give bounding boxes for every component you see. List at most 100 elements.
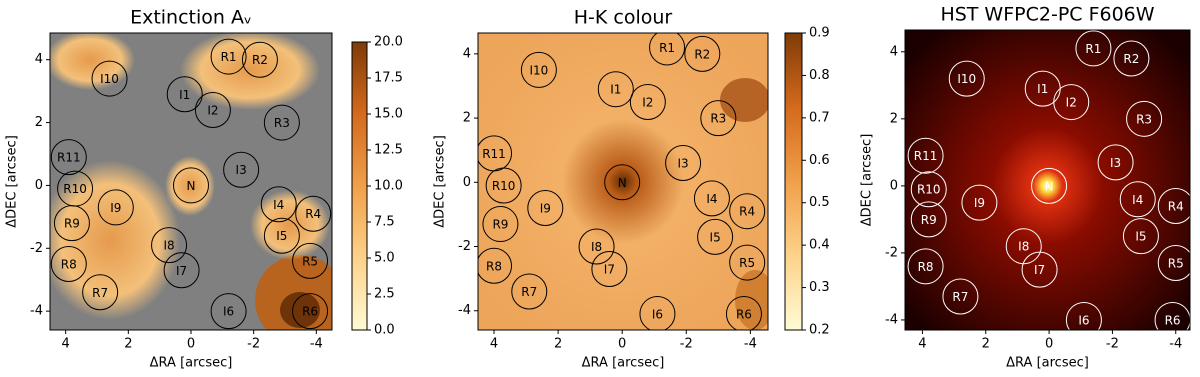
- image-feature: [250, 190, 330, 260]
- x-tick-label: 0: [187, 337, 195, 352]
- x-tick-label: -4: [1169, 337, 1182, 352]
- region-circle: [292, 242, 329, 279]
- chart-title: HST WFPC2-PC F606W: [940, 4, 1154, 26]
- region-label: I5: [276, 229, 287, 243]
- colorbar-tick-label: 0.6: [809, 153, 830, 168]
- region-label: R8: [486, 259, 502, 273]
- region-label: R7: [521, 285, 537, 299]
- region-label: R7: [952, 290, 968, 304]
- region-label: R1: [659, 41, 675, 55]
- region-circle: [693, 180, 730, 217]
- x-axis-label: ΔRA [arcsec]: [582, 356, 665, 371]
- image-feature: [50, 160, 180, 320]
- chart-title: Extinction Aᵥ: [130, 7, 252, 29]
- region-circle: [91, 60, 128, 97]
- colorbar-tick-label: 20.0: [374, 35, 403, 50]
- region-label: R7: [92, 286, 108, 300]
- region-label: R5: [1168, 256, 1184, 270]
- region-label: R9: [492, 218, 508, 232]
- region-circle: [1075, 30, 1112, 67]
- region-label: I9: [540, 201, 551, 215]
- region-circle: [260, 186, 297, 223]
- region-label: I1: [610, 83, 621, 97]
- y-axis-label: ΔDEC [arcsec]: [860, 134, 875, 227]
- colorbar: [351, 41, 368, 331]
- y-tick-label: 2: [890, 111, 898, 126]
- region-circle: [53, 205, 90, 242]
- y-tick-label: 4: [35, 52, 43, 67]
- colorbar-tick-label: 0.8: [809, 68, 830, 83]
- region-label: I9: [974, 196, 985, 210]
- region-circle: [639, 295, 676, 330]
- region-circle: [907, 137, 944, 174]
- x-tick-label: 4: [918, 337, 926, 352]
- region-circle: [578, 228, 615, 265]
- colorbar-tick-label: 2.5: [374, 287, 395, 302]
- region-circle: [241, 41, 278, 78]
- region-circle: [961, 184, 998, 221]
- region-label: R1: [221, 50, 237, 64]
- region-circle: [263, 104, 300, 141]
- region-label: R3: [1136, 112, 1152, 126]
- region-label: I10: [100, 72, 119, 86]
- image-background: [905, 30, 1190, 330]
- region-circle: [223, 151, 260, 188]
- region-label: R6: [1165, 313, 1181, 327]
- region-circle: [697, 218, 734, 255]
- region-circle: [665, 145, 702, 182]
- y-axis-label: ΔDEC [arcsec]: [433, 135, 448, 228]
- x-tick-label: 2: [982, 337, 990, 352]
- region-circle: [82, 274, 119, 311]
- x-tick-label: 2: [124, 337, 132, 352]
- y-tick-label: -2: [30, 241, 43, 256]
- y-tick-label: 2: [463, 111, 471, 126]
- region-label: R4: [305, 207, 321, 221]
- x-axis-label: ΔRA [arcsec]: [150, 356, 233, 371]
- image-feature: [735, 270, 768, 330]
- region-label: R11: [914, 149, 938, 163]
- region-circle: [1113, 40, 1150, 77]
- region-label: I3: [236, 163, 247, 177]
- region-circle: [910, 201, 947, 238]
- region-label: R9: [64, 217, 80, 231]
- region-circle: [1119, 181, 1156, 218]
- region-circle: [729, 244, 766, 281]
- region-label: R10: [63, 182, 87, 196]
- x-tick-label: 4: [490, 337, 498, 352]
- region-circle: [604, 164, 641, 201]
- region-circle: [942, 278, 979, 315]
- y-axis-label: ΔDEC [arcsec]: [5, 135, 20, 228]
- region-label: R3: [274, 116, 290, 130]
- region-label: I6: [223, 305, 234, 319]
- region-label: R8: [61, 258, 77, 272]
- chart-title: H-K colour: [574, 7, 673, 29]
- region-label: I8: [163, 239, 174, 253]
- region-label: R2: [1123, 52, 1139, 66]
- y-tick-label: -2: [458, 239, 471, 254]
- region-circle: [482, 206, 519, 243]
- colorbar-tick-label: 0.7: [809, 110, 830, 125]
- region-circle: [478, 247, 513, 284]
- region-circle: [97, 189, 134, 226]
- x-tick-label: -4: [744, 337, 757, 352]
- region-label: R5: [739, 256, 755, 270]
- image-feature: [180, 33, 320, 110]
- region-circle: [210, 38, 247, 75]
- region-label: I10: [529, 63, 548, 77]
- region-circle: [700, 100, 737, 137]
- region-circle: [1097, 144, 1134, 181]
- y-tick-label: 2: [35, 115, 43, 130]
- region-label: R4: [739, 205, 755, 219]
- region-circle: [295, 195, 332, 232]
- y-tick-label: 4: [463, 46, 471, 61]
- region-circle: [1126, 100, 1163, 137]
- region-circle: [684, 35, 721, 72]
- region-label: I6: [652, 307, 663, 321]
- region-label: R1: [1085, 42, 1101, 56]
- y-tick-label: 0: [463, 175, 471, 190]
- axes-frame: [904, 29, 1191, 331]
- axes-frame: [477, 32, 769, 331]
- region-circle: [485, 167, 522, 204]
- region-circle: [910, 171, 947, 208]
- region-label: I4: [273, 198, 284, 212]
